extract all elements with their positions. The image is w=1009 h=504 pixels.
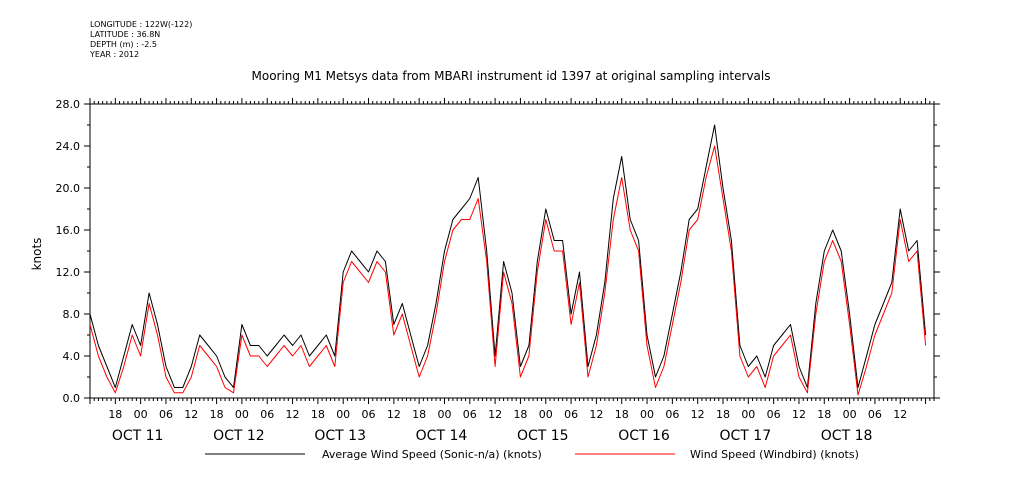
x-hour-label: 18 [615,408,629,421]
plot-frame [89,103,935,399]
latitude-text: LATITUDE : 36.8N [90,30,161,39]
legend: Average Wind Speed (Sonic-n/a) (knots) Wi… [205,448,859,461]
x-hour-label: 06 [868,408,882,421]
x-hour-label: 12 [488,408,502,421]
x-day-label: OCT 13 [314,428,366,444]
legend-label-1: Average Wind Speed (Sonic-n/a) (knots) [322,448,542,461]
x-hour-label: 12 [387,408,401,421]
x-hour-label: 12 [184,408,198,421]
x-hour-label: 06 [159,408,173,421]
x-axis: 18 00 06 12 18 00 06 12 18 00 06 12 18 00 06 12 18 00 06 12… [89,98,935,444]
metadata-block: LONGITUDE : 122W(-122) LATITUDE : 36.8N … [90,20,192,60]
x-hour-label: 00 [640,408,654,421]
x-hour-label: 06 [564,408,578,421]
x-day-label: OCT 11 [112,428,164,444]
x-day-label: OCT 15 [517,428,569,444]
x-day-label: OCT 17 [720,428,772,444]
longitude-text: LONGITUDE : 122W(-122) [90,20,193,29]
y-axis-label: knots [30,238,44,271]
x-hour-label: 18 [716,408,730,421]
y-tick-label: 28.0 [56,98,81,111]
x-day-label: OCT 16 [618,428,670,444]
year-text: YEAR : 2012 [90,50,140,59]
x-hour-label: 18 [513,408,527,421]
series-layer [89,124,927,396]
x-hour-label: 00 [134,408,148,421]
y-tick-label: 20.0 [56,182,81,195]
series-line-2 [89,145,927,396]
x-day-label: OCT 14 [416,428,468,444]
x-hour-label: 00 [843,408,857,421]
x-hour-label: 18 [817,408,831,421]
y-tick-label: 4.0 [63,350,81,363]
x-day-label: OCT 12 [213,428,265,444]
x-hour-label: 18 [311,408,325,421]
x-hour-label: 12 [286,408,300,421]
depth-text: DEPTH (m) : -2.5 [90,40,157,49]
y-axis: 0.0 4.0 8.0 12.0 16.0 20.0 24.0 28.0 [56,98,940,405]
x-hour-label: 00 [539,408,553,421]
y-tick-label: 8.0 [63,308,81,321]
x-hour-label: 12 [691,408,705,421]
x-hour-label: 06 [767,408,781,421]
x-hour-label: 06 [362,408,376,421]
x-hour-label: 00 [336,408,350,421]
x-hour-label: 06 [463,408,477,421]
x-hour-label: 18 [108,408,122,421]
y-tick-label: 24.0 [56,140,81,153]
x-hour-label: 00 [437,408,451,421]
x-hour-label: 12 [589,408,603,421]
x-day-label: OCT 18 [821,428,873,444]
x-hour-label: 00 [741,408,755,421]
series-line-1 [89,124,927,388]
chart-title: Mooring M1 Metsys data from MBARI instru… [252,69,771,83]
legend-label-2: Wind Speed (Windbird) (knots) [690,448,859,461]
x-hour-label: 18 [412,408,426,421]
x-hour-label: 00 [235,408,249,421]
y-tick-label: 12.0 [56,266,81,279]
x-hour-label: 18 [210,408,224,421]
x-hour-label: 06 [665,408,679,421]
x-hour-label: 12 [893,408,907,421]
x-hour-label: 06 [260,408,274,421]
x-hour-label: 12 [792,408,806,421]
y-tick-label: 16.0 [56,224,81,237]
y-tick-label: 0.0 [63,392,81,405]
